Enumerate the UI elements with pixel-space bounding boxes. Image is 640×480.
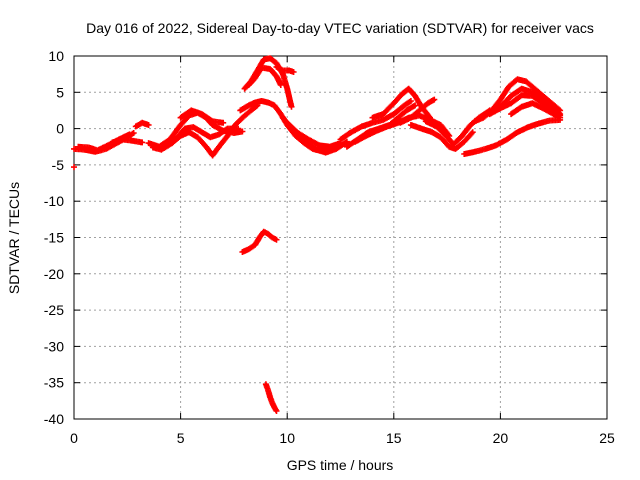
series-a2 xyxy=(71,164,77,171)
data-point xyxy=(343,138,350,145)
data-point xyxy=(71,164,77,171)
series-f1 xyxy=(461,116,564,157)
data-point xyxy=(145,122,152,128)
series-f4 xyxy=(486,92,564,119)
data-point xyxy=(469,129,476,136)
data-point xyxy=(288,103,295,110)
data-point xyxy=(412,102,419,109)
data-point xyxy=(239,128,246,135)
series-d1 xyxy=(239,228,280,255)
x-tick-label: 5 xyxy=(177,430,185,446)
x-tick-label: 10 xyxy=(279,430,295,446)
tick-marks xyxy=(73,55,608,420)
chart-title: Day 016 of 2022, Sidereal Day-to-day VTE… xyxy=(86,20,594,36)
series-c4 xyxy=(273,63,297,75)
y-tick-label: -20 xyxy=(44,266,64,282)
data-point xyxy=(139,139,146,146)
series-d2 xyxy=(262,381,280,414)
data-point xyxy=(290,69,297,75)
y-tick-labels: 10 5 0 -5 -10 -15 -20 -25 -30 -35 -40 xyxy=(44,48,64,427)
x-tick-label: 15 xyxy=(386,430,402,446)
series-a5 xyxy=(132,119,152,130)
x-tick-label: 20 xyxy=(493,430,509,446)
y-tick-label: -5 xyxy=(52,157,65,173)
data-point xyxy=(277,82,284,88)
data-point xyxy=(130,130,137,136)
series-c3 xyxy=(245,64,284,88)
data-point xyxy=(557,114,564,121)
data-point xyxy=(235,125,242,132)
y-tick-label: -35 xyxy=(44,375,64,391)
y-tick-label: -10 xyxy=(44,193,64,209)
grid xyxy=(74,56,607,419)
series-a4 xyxy=(109,136,146,146)
y-tick-label: -25 xyxy=(44,302,64,318)
data-point xyxy=(273,236,280,243)
y-tick-label: -30 xyxy=(44,338,64,354)
series-c6 xyxy=(284,119,344,150)
series-e6 xyxy=(407,122,476,152)
data-points xyxy=(71,55,564,414)
series-e4 xyxy=(369,85,433,121)
series-b3 xyxy=(162,124,242,148)
y-tick-label: 0 xyxy=(56,121,64,137)
y-axis-label: SDTVAR / TECUs xyxy=(6,182,22,294)
data-point xyxy=(431,96,438,103)
data-point xyxy=(407,98,414,104)
x-axis-label: GPS time / hours xyxy=(287,457,394,473)
data-point xyxy=(126,131,133,138)
series-c5 xyxy=(279,114,350,156)
series-b4 xyxy=(177,107,227,126)
series-e5 xyxy=(397,96,438,126)
y-tick-label: -15 xyxy=(44,230,64,246)
data-point xyxy=(427,114,433,121)
data-point xyxy=(273,408,280,414)
y-tick-label: 10 xyxy=(48,48,64,64)
series-f5 xyxy=(508,100,564,121)
y-tick-label: -40 xyxy=(44,411,64,427)
data-point xyxy=(220,119,227,126)
x-tick-label: 25 xyxy=(599,430,615,446)
x-tick-labels: 0 5 10 15 20 25 xyxy=(70,430,615,446)
x-tick-label: 0 xyxy=(70,430,78,446)
series-e1 xyxy=(337,98,414,143)
y-tick-label: 5 xyxy=(56,84,64,100)
